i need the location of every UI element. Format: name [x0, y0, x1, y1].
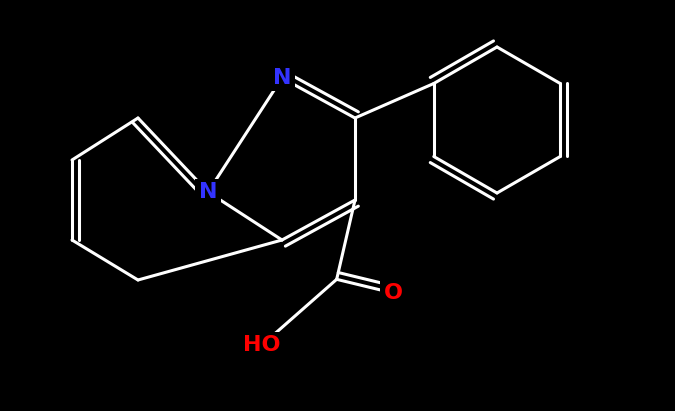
Text: HO: HO — [243, 335, 281, 355]
Text: N: N — [273, 68, 291, 88]
Text: O: O — [383, 283, 402, 303]
Text: N: N — [198, 182, 217, 202]
